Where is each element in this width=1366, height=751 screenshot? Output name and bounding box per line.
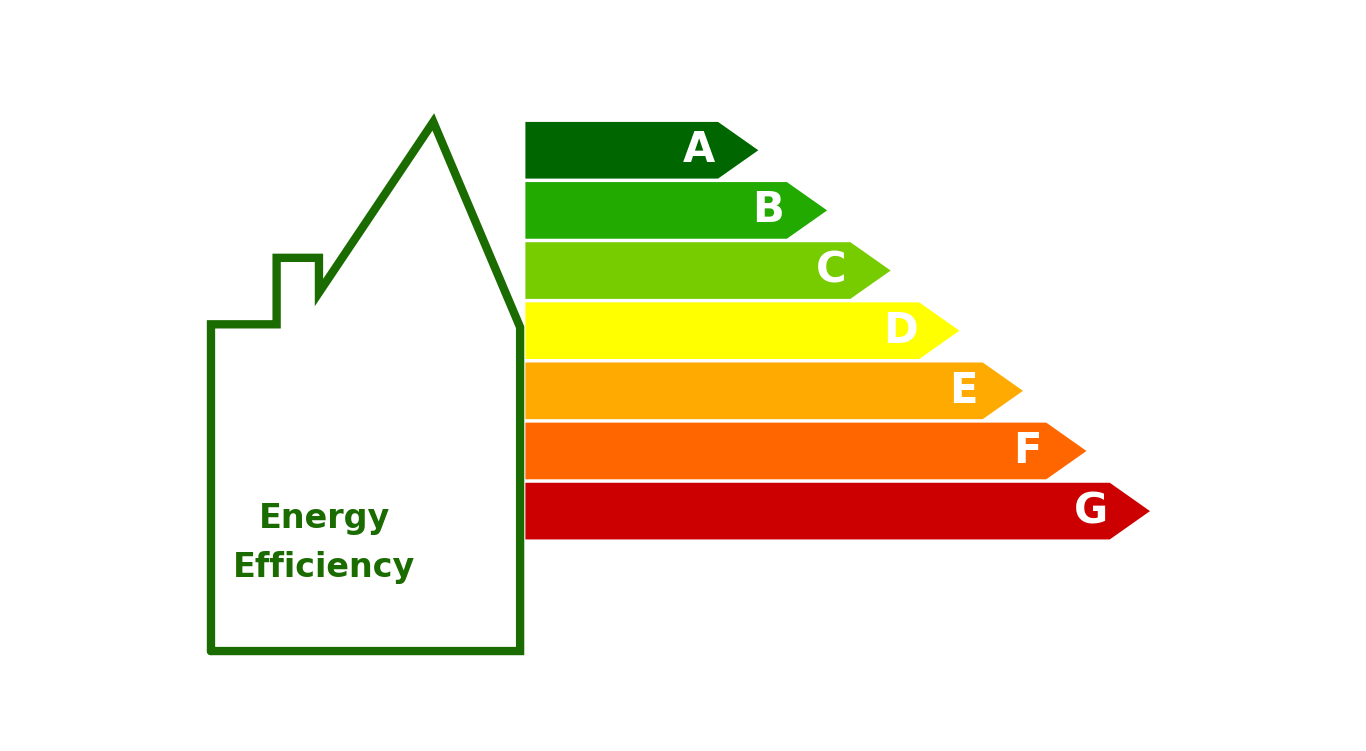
Polygon shape [526,122,758,179]
Polygon shape [526,363,1023,419]
Polygon shape [526,483,1150,539]
Polygon shape [526,182,828,239]
Text: Energy: Energy [258,502,389,535]
Polygon shape [526,423,1086,479]
Polygon shape [526,303,959,359]
Text: F: F [1014,430,1041,472]
Text: G: G [1074,490,1108,532]
Text: C: C [816,249,847,291]
Text: A: A [683,129,716,171]
Text: B: B [751,189,784,231]
Text: Efficiency: Efficiency [234,550,415,584]
Text: E: E [949,369,978,412]
Polygon shape [526,243,891,299]
Text: D: D [882,309,918,351]
